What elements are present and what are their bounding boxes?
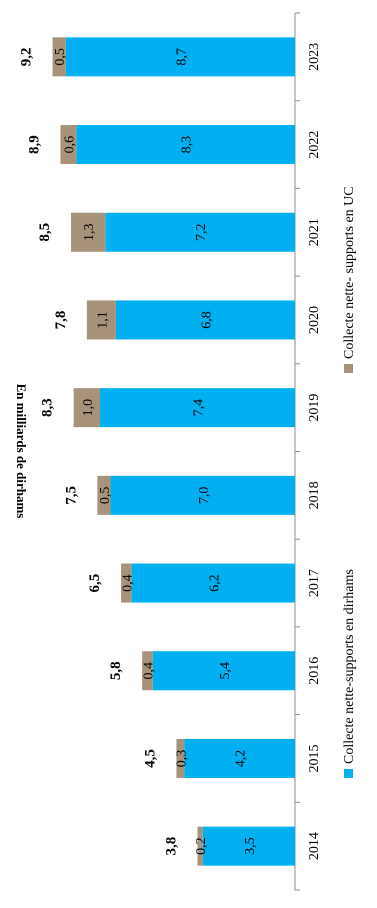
category-tick-label: 2016: [307, 657, 322, 685]
total-label: 7,8: [53, 311, 69, 330]
data-label-dirhams: 4,2: [234, 750, 249, 768]
bar-uc: [121, 563, 132, 603]
bar-dirhams: [76, 125, 295, 165]
bar-uc: [52, 37, 66, 77]
total-label: 3,8: [164, 837, 180, 856]
y-axis-label: En milliards de dirhams: [14, 384, 29, 519]
data-label-dirhams: 6,8: [199, 311, 214, 329]
legend-label-dirhams: Collecte nette-supports en dirhams: [342, 569, 357, 764]
bar-uc: [176, 738, 185, 778]
data-label-uc: 0,4: [120, 574, 135, 592]
data-label-uc: 1,1: [95, 311, 110, 329]
data-label-uc: 0,3: [174, 750, 189, 768]
total-label: 4,5: [142, 749, 158, 768]
data-label-dirhams: 3,5: [243, 837, 258, 855]
category-tick-label: 2019: [307, 394, 322, 422]
category-tick-label: 2022: [307, 131, 322, 159]
data-label-dirhams: 8,7: [174, 48, 189, 66]
data-label-dirhams: 7,0: [197, 487, 212, 505]
category-tick-label: 2018: [307, 481, 322, 509]
total-label: 8,3: [40, 398, 56, 417]
data-label-uc: 0,4: [141, 662, 156, 680]
legend-label-uc: Collecte nette- supports en UC: [342, 186, 357, 359]
category-tick-label: 2021: [307, 218, 322, 246]
bar-uc: [86, 300, 116, 340]
bar-uc: [97, 475, 111, 515]
category-tick-label: 2017: [307, 569, 322, 597]
category-tick-label: 2023: [307, 43, 322, 71]
bar-uc: [142, 651, 153, 691]
bar-dirhams: [202, 826, 295, 866]
legend-swatch-dirhams: [344, 769, 353, 778]
category-tick-label: 2015: [307, 744, 322, 772]
data-label-uc: 0,6: [62, 136, 77, 154]
data-label-uc: 0,2: [194, 837, 209, 855]
bar-uc: [71, 212, 106, 252]
total-label: 7,5: [63, 486, 79, 505]
data-label-uc: 1,0: [81, 399, 96, 417]
data-label-uc: 1,3: [82, 224, 97, 242]
bar-dirhams: [115, 300, 295, 340]
data-label-dirhams: 6,2: [207, 574, 222, 592]
bar-dirhams: [100, 388, 296, 428]
bar-uc: [60, 125, 77, 165]
data-label-dirhams: 5,4: [218, 662, 233, 680]
legend-swatch-uc: [344, 364, 353, 373]
bar-dirhams: [131, 563, 295, 603]
data-label-dirhams: 7,2: [194, 224, 209, 242]
total-label: 9,2: [19, 47, 35, 66]
bar-dirhams: [184, 738, 295, 778]
bar-dirhams: [152, 651, 295, 691]
bar-dirhams: [65, 37, 295, 77]
bar-uc: [197, 826, 203, 866]
bar-dirhams: [110, 475, 295, 515]
total-label: 6,5: [87, 574, 103, 593]
data-label-dirhams: 7,4: [192, 399, 207, 417]
data-label-dirhams: 8,3: [180, 136, 195, 154]
category-tick-label: 2020: [307, 306, 322, 334]
data-label-uc: 0,5: [53, 48, 68, 66]
total-label: 8,9: [26, 135, 42, 154]
category-tick-label: 2014: [307, 832, 322, 860]
total-label: 8,5: [37, 223, 53, 242]
bar-uc: [73, 388, 101, 428]
bar-dirhams: [105, 212, 295, 252]
total-label: 5,8: [108, 661, 124, 680]
data-label-uc: 0,5: [98, 487, 113, 505]
